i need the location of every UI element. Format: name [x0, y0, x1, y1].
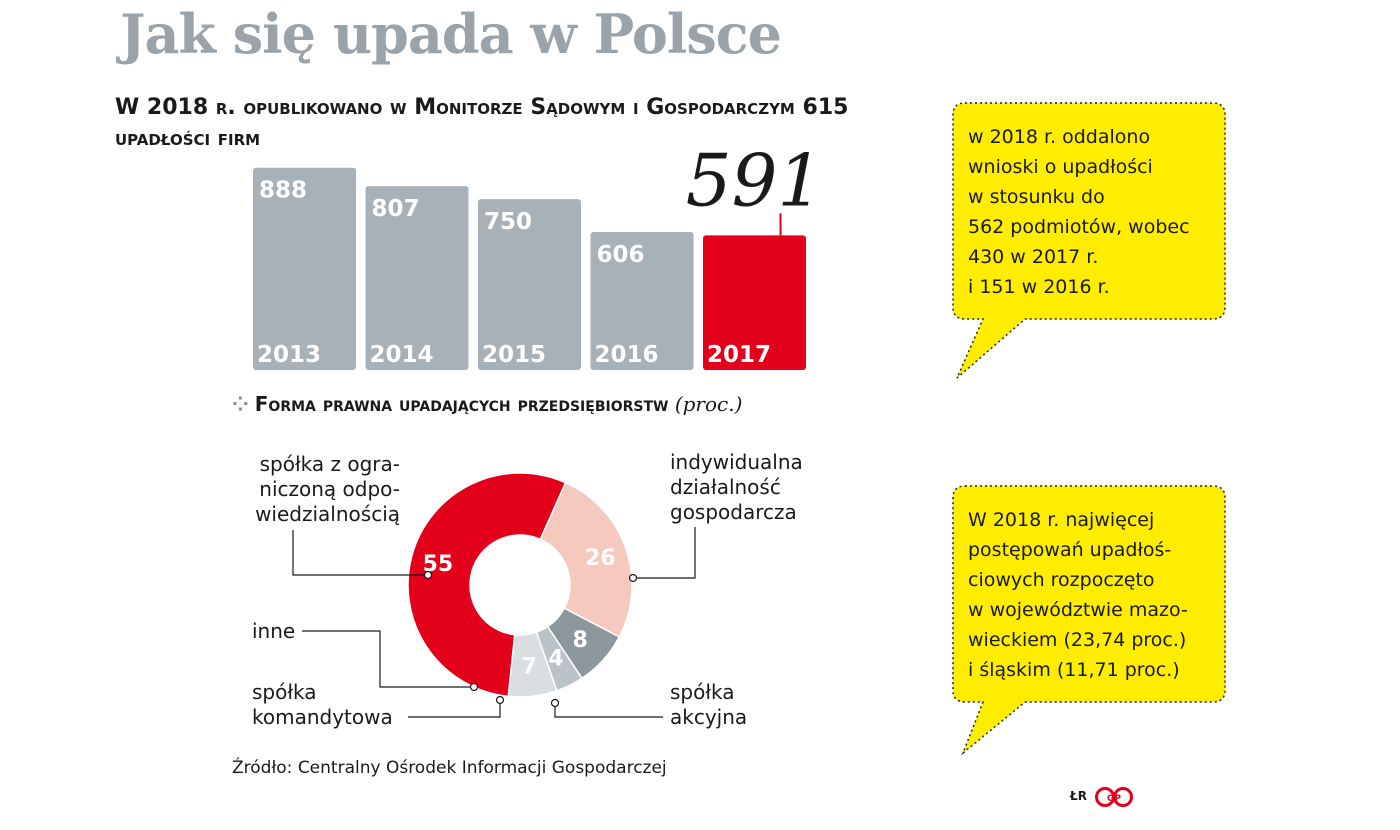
- bar-year-2016: 2016: [595, 342, 659, 368]
- speech-bubble-bottom: [952, 485, 1226, 756]
- leader-line-inne: [302, 630, 474, 688]
- slice-indywidualna: [539, 481, 633, 638]
- bar-2013: [253, 167, 356, 370]
- bar-2016: [590, 231, 694, 370]
- pie-section-heading: ⁘ Forma prawna upadających przedsiębiorst…: [232, 392, 742, 416]
- bar-year-2015: 2015: [482, 342, 546, 368]
- bar-2014: [365, 186, 469, 370]
- slice-inne: [507, 631, 558, 698]
- slice-value-inne: 7: [522, 654, 537, 679]
- slice-value-indywidualna: 26: [585, 546, 616, 571]
- pie-unit: (proc.): [674, 392, 743, 416]
- bar-year-2014: 2014: [370, 342, 434, 368]
- source-note: Źródło: Centralny Ośrodek Informacji Gos…: [232, 758, 667, 778]
- bubble-top-text: w 2018 r. oddalono wnioski o upadłości w…: [968, 126, 1190, 298]
- label-sp-zoo: spółka z ogra- niczoną odpo- wiedzialnoś…: [255, 452, 400, 526]
- label-indywidualna: indywidualna działalność gospodarcza: [670, 450, 803, 524]
- pie-title: Forma prawna upadających przedsiębiorstw: [254, 392, 669, 416]
- bar-value-2014: 807: [372, 196, 420, 222]
- label-komandytowa: spółka komandytowa: [252, 680, 393, 729]
- svg-text:GP: GP: [1107, 794, 1121, 804]
- label-inne: inne: [252, 619, 296, 643]
- label-akcyjna: spółka akcyjna: [670, 680, 748, 729]
- bar-year-2017: 2017: [707, 342, 771, 368]
- bubble-bottom-text: W 2018 r. najwięcej postępowań upadłoś- …: [968, 509, 1188, 681]
- leader-line-indywidualna: [633, 527, 696, 579]
- leader-dot-sp-zoo: [423, 570, 433, 580]
- leader-line-sp-zoo: [292, 530, 428, 576]
- leader-line-akcyjna: [554, 703, 663, 718]
- bar-value-2016: 606: [597, 242, 645, 268]
- bar-value-2013: 888: [259, 178, 307, 204]
- leader-dot-akcyjna: [550, 698, 560, 708]
- slice-value-komandytowa: 4: [548, 647, 563, 672]
- leader-dot-komandytowa: [495, 695, 505, 705]
- bar-2017: [703, 235, 806, 370]
- speech-bubble-top-shape: [952, 102, 1226, 379]
- subtitle: W 2018 r. opublikowano w Monitorze Sądow…: [115, 95, 849, 151]
- slice-value-akcyjna: 8: [573, 628, 588, 653]
- bar-callout-value: 591: [686, 138, 823, 222]
- leader-line-komandytowa: [408, 700, 501, 718]
- speech-bubble-bottom-shape: [952, 485, 1226, 756]
- gp-logo-icon: GP: [1095, 787, 1133, 807]
- bullet-dots-icon: ⁘: [232, 392, 249, 416]
- slice-sp-zoo: [407, 472, 567, 698]
- leader-dot-indywidualna: [628, 573, 638, 583]
- author-credit: ŁR: [1070, 789, 1087, 803]
- bar-value-2015: 750: [484, 209, 532, 235]
- leader-dot-inne: [469, 682, 479, 692]
- bar-chart: 888 2013 807 2014 750 2015 606 2016 2017 591: [253, 138, 823, 370]
- bar-year-2013: 2013: [257, 342, 321, 368]
- bar-2015: [478, 199, 581, 370]
- speech-bubble-top: [952, 102, 1226, 379]
- page-title: Jak się upada w Polsce: [120, 2, 782, 66]
